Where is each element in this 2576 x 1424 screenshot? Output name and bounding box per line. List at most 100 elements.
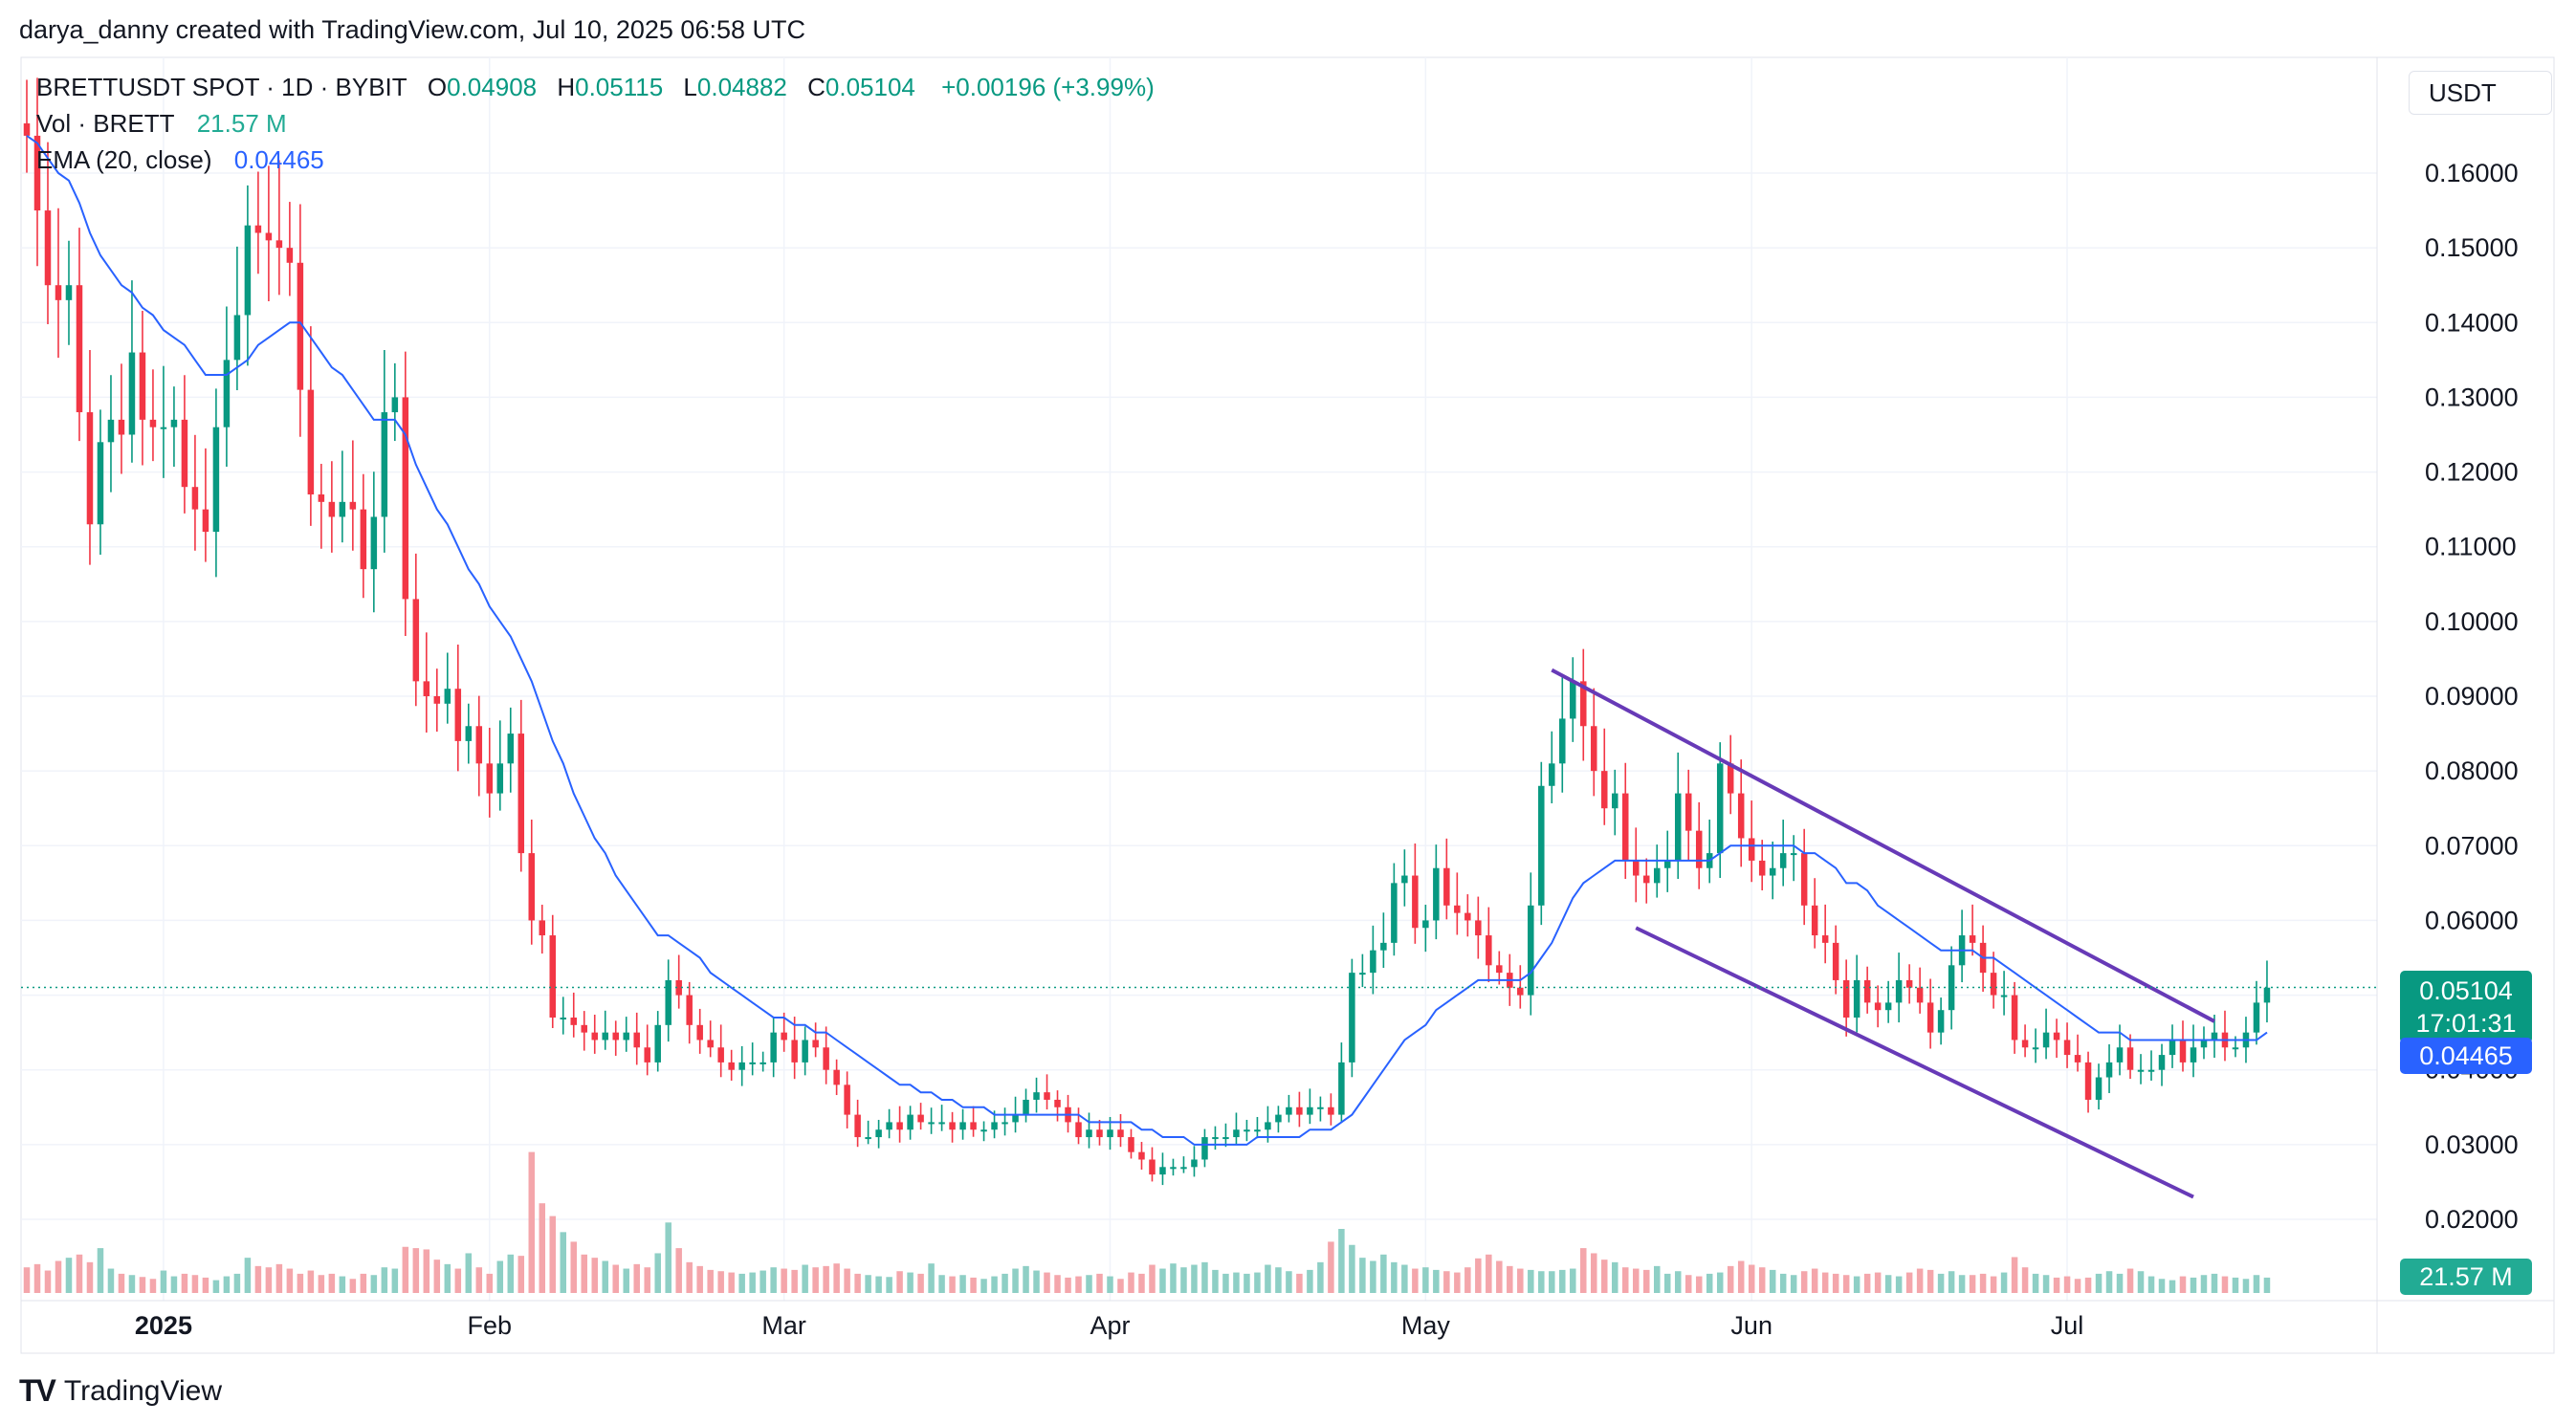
candle[interactable] [1779,820,1787,887]
candle[interactable] [549,914,557,1029]
candle[interactable] [2053,1019,2060,1059]
candle[interactable] [212,388,220,578]
candle[interactable] [33,77,41,267]
candle[interactable] [254,171,262,274]
candle[interactable] [2063,1022,2071,1068]
candle[interactable] [1684,769,1692,861]
candle[interactable] [1737,759,1745,867]
candle[interactable] [339,450,346,543]
candle[interactable] [1916,967,1924,1014]
candle[interactable] [770,1017,777,1078]
candle[interactable] [1528,872,1534,1016]
candle[interactable] [1937,997,1945,1045]
candle[interactable] [823,1026,829,1084]
candle[interactable] [349,440,357,551]
candle[interactable] [97,409,104,556]
candle[interactable] [475,695,483,797]
candle[interactable] [139,310,146,466]
candle[interactable] [444,652,451,724]
candle[interactable] [1612,769,1618,836]
candle[interactable] [2263,960,2271,1023]
candle[interactable] [602,1010,608,1050]
currency-selector[interactable]: USDT [2409,71,2552,115]
candle[interactable] [928,1107,935,1134]
candle[interactable] [1065,1094,1071,1133]
candle[interactable] [938,1105,945,1131]
candle[interactable] [1884,980,1892,1023]
candle[interactable] [517,699,525,872]
candle[interactable] [1811,878,1818,949]
candle[interactable] [1948,946,1955,1030]
candle[interactable] [2158,1043,2166,1086]
symbol-label[interactable]: BRETTUSDT SPOT · 1D · BYBIT [36,73,407,101]
candle[interactable] [844,1071,850,1128]
candle[interactable] [696,1008,703,1054]
candle[interactable] [865,1120,871,1145]
candle[interactable] [1422,905,1429,953]
candle[interactable] [717,1024,724,1078]
candle[interactable] [1433,844,1440,940]
candle[interactable] [1674,752,1682,880]
candle[interactable] [1159,1152,1166,1186]
candles[interactable] [23,77,2271,1186]
candle[interactable] [644,1024,650,1076]
candle[interactable] [1128,1128,1134,1159]
candle[interactable] [833,1059,840,1096]
candle[interactable] [1401,849,1408,907]
candle[interactable] [2011,981,2018,1054]
candle[interactable] [1653,844,1661,898]
candle[interactable] [1117,1113,1124,1148]
candle[interactable] [907,1106,914,1140]
candle[interactable] [2021,1024,2029,1058]
ema-label[interactable]: EMA (20, close) [36,145,212,174]
candle[interactable] [1580,648,1587,761]
candle[interactable] [328,461,336,553]
candle[interactable] [465,703,473,764]
candle[interactable] [223,306,231,468]
candle[interactable] [2032,1028,2039,1063]
candle[interactable] [1359,953,1366,988]
candle[interactable] [2190,1024,2197,1078]
candle[interactable] [1201,1128,1208,1168]
candle[interactable] [160,365,167,478]
candle[interactable] [507,707,515,793]
candle[interactable] [55,208,62,359]
candle[interactable] [2095,1063,2103,1110]
candle[interactable] [1642,858,1650,904]
candle[interactable] [318,464,325,549]
candle[interactable] [2074,1034,2081,1072]
candle[interactable] [1307,1088,1313,1125]
candle[interactable] [2221,1010,2229,1062]
candle[interactable] [528,820,536,945]
candle[interactable] [949,1111,956,1143]
candle[interactable] [1475,896,1482,959]
candle[interactable] [360,473,367,599]
volume-legend[interactable]: Vol · BRETT 21.57 M [36,109,291,139]
candle[interactable] [1633,827,1640,903]
candle[interactable] [1800,828,1808,926]
candle[interactable] [496,720,504,811]
tradingview-brand[interactable]: TV TradingView [19,1373,222,1409]
candle[interactable] [917,1103,924,1130]
candle[interactable] [1601,728,1608,825]
candle[interactable] [1370,925,1376,995]
candle[interactable] [707,1020,714,1058]
candle[interactable] [1464,894,1471,937]
candle[interactable] [581,1011,587,1051]
candle[interactable] [1044,1074,1050,1110]
candle[interactable] [1328,1093,1334,1126]
candle[interactable] [1254,1116,1261,1139]
candle[interactable] [1075,1107,1082,1145]
candle[interactable] [1969,904,1976,956]
candle[interactable] [1054,1090,1061,1122]
candle[interactable] [1769,841,1776,900]
candle[interactable] [402,351,409,637]
candle[interactable] [107,375,115,493]
candle[interactable] [1990,952,1997,1009]
candle[interactable] [2084,1051,2092,1113]
candle[interactable] [202,448,209,562]
candle[interactable] [1212,1126,1219,1150]
candle[interactable] [760,1051,766,1072]
candle[interactable] [980,1121,987,1142]
candle[interactable] [675,954,682,1009]
